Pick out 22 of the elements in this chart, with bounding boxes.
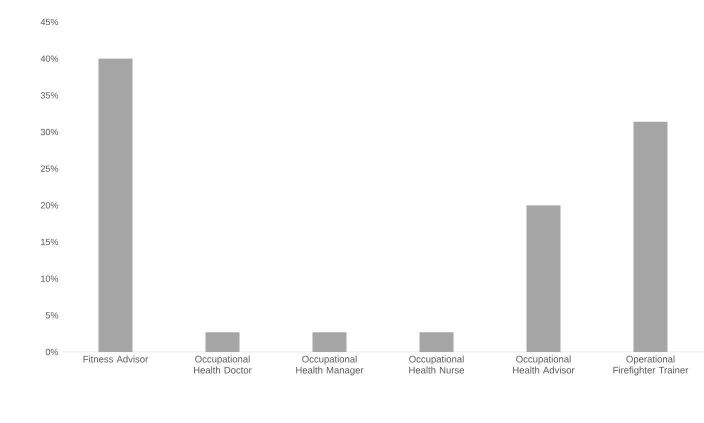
x-tick-label: Occupational Health Doctor bbox=[194, 356, 252, 374]
bar bbox=[206, 332, 240, 352]
bar bbox=[420, 332, 454, 352]
bar bbox=[312, 332, 346, 352]
y-tick-label: 15% bbox=[41, 238, 58, 246]
x-tick-label: Occupational Health Advisor bbox=[513, 356, 574, 374]
x-tick-label: Occupational Health Nurse bbox=[409, 356, 464, 374]
y-tick-label: 10% bbox=[41, 275, 58, 282]
y-tick-label: 5% bbox=[46, 312, 58, 319]
bar bbox=[98, 58, 133, 352]
y-tick-label: 45% bbox=[40, 18, 58, 26]
y-tick-label: 20% bbox=[40, 202, 58, 209]
x-tick-label: Occupational Health Manager bbox=[296, 356, 364, 376]
x-tick-label: Fitness Advisor bbox=[84, 356, 148, 363]
y-tick-label: 0% bbox=[46, 348, 58, 356]
bar bbox=[634, 122, 668, 352]
y-tick-label: 30% bbox=[40, 128, 58, 136]
y-tick-label: 40% bbox=[40, 55, 58, 62]
y-tick-label: 25% bbox=[40, 165, 58, 172]
bar bbox=[526, 205, 561, 352]
x-tick-label: Operational Firefighter Trainer bbox=[613, 356, 688, 376]
y-tick-label: 35% bbox=[40, 92, 58, 99]
